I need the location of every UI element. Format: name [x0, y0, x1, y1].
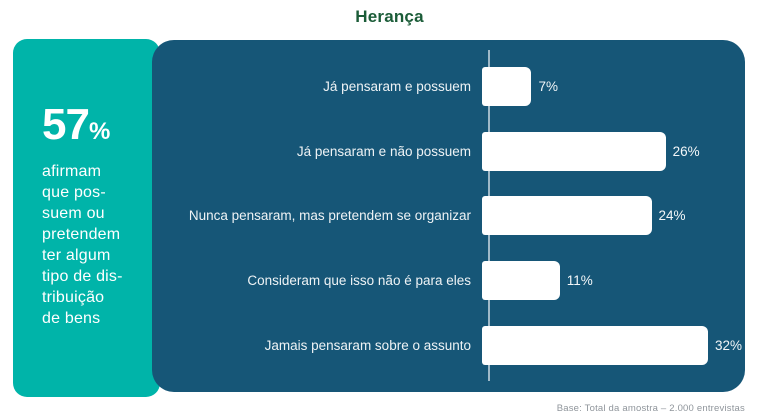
highlight-percent-sign: %: [88, 118, 111, 145]
bar-value-label: 24%: [658, 208, 686, 224]
chart-row: Nunca pensaram, mas pretendem se organiz…: [152, 188, 745, 244]
bar-value-label: 7%: [538, 78, 558, 94]
chart-row: Consideram que isso não é para eles 11%: [152, 253, 745, 309]
bar-zone: 24%: [480, 196, 745, 236]
bar-chart-panel: Já pensaram e possuem 7% Já pensaram e não…: [152, 40, 745, 392]
bar-zone: 26%: [480, 131, 745, 171]
base-note: Base: Total da amostra – 2.000 entrevist…: [556, 403, 745, 414]
chart-row: Jamais pensaram sobre o assunto 32%: [152, 318, 745, 374]
highlight-value: 57: [42, 100, 90, 149]
bar: [482, 326, 708, 366]
page-title: Herança: [355, 7, 424, 26]
bar: [482, 196, 652, 236]
bar-zone: 11%: [480, 261, 745, 301]
category-label: Já pensaram e possuem: [323, 78, 471, 94]
bar: [482, 131, 666, 171]
category-label: Jamais pensaram sobre o assunto: [264, 338, 471, 354]
category-label: Já pensaram e não possuem: [296, 143, 471, 159]
bar-zone: 7%: [480, 66, 745, 106]
chart-row: Já pensaram e não possuem 26%: [152, 123, 745, 179]
category-label: Nunca pensaram, mas pretendem se organiz…: [188, 208, 471, 224]
highlight-card: 57% afirmam que pos- suem ou pretendem t…: [13, 39, 160, 397]
highlight-percentage: 57%: [42, 103, 150, 147]
bar-zone: 32%: [480, 326, 745, 366]
bar: [482, 261, 560, 301]
bar-value-label: 32%: [715, 338, 743, 354]
chart-row: Já pensaram e possuem 7%: [152, 58, 745, 114]
bar: [482, 66, 532, 106]
category-label: Consideram que isso não é para eles: [247, 273, 471, 289]
highlight-description: afirmam que pos- suem ou pretendem ter a…: [42, 163, 123, 327]
bar-value-label: 26%: [672, 143, 700, 159]
bar-value-label: 11%: [566, 273, 593, 289]
